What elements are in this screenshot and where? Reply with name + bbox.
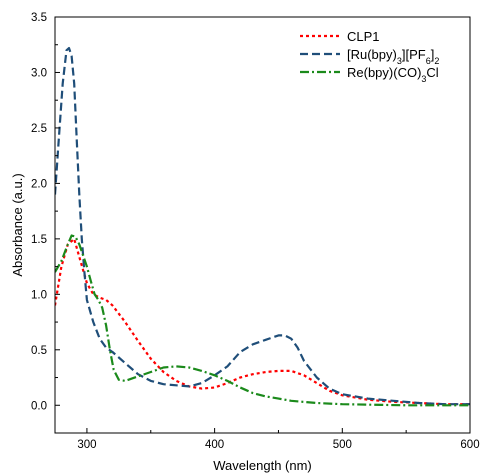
y-axis-title: Absorbance (a.u.)	[10, 173, 25, 276]
plot-frame	[54, 16, 471, 434]
series-line-3	[55, 234, 470, 407]
x-tick-label: 400	[205, 439, 224, 451]
legend-label: Re(bpy)(CO)3Cl	[347, 65, 439, 84]
y-tick-label: 1.0	[31, 289, 47, 301]
y-tick-label: 3.5	[31, 12, 47, 24]
x-tick-label: 500	[333, 439, 352, 451]
legend: CLP1 [Ru(bpy)3][PF6]2Re(bpy)(CO)3Cl	[300, 29, 439, 84]
y-tick-label: 2.5	[31, 123, 47, 135]
y-tick-label: 2.0	[31, 178, 47, 190]
series-layer	[55, 47, 470, 407]
legend-label: [Ru(bpy)3][PF6]2	[347, 47, 439, 66]
x-axis-title: Wavelength (nm)	[213, 458, 312, 473]
y-tick-label: 1.5	[31, 234, 47, 246]
y-tick-label: 0.0	[31, 400, 47, 412]
series-line-2	[55, 47, 470, 406]
x-tick-label: 600	[460, 439, 479, 451]
series-line-1	[55, 237, 470, 406]
y-tick-label: 3.0	[31, 67, 47, 79]
y-axis-ticks: 0.0 0.5 1.0 1.5 2.0 2.5 3.0 3.5	[31, 12, 60, 412]
y-tick-label: 0.5	[31, 345, 47, 357]
x-tick-label: 300	[77, 439, 96, 451]
legend-label: CLP1	[347, 29, 380, 44]
x-axis-ticks: 300 400 500 600	[77, 428, 480, 451]
